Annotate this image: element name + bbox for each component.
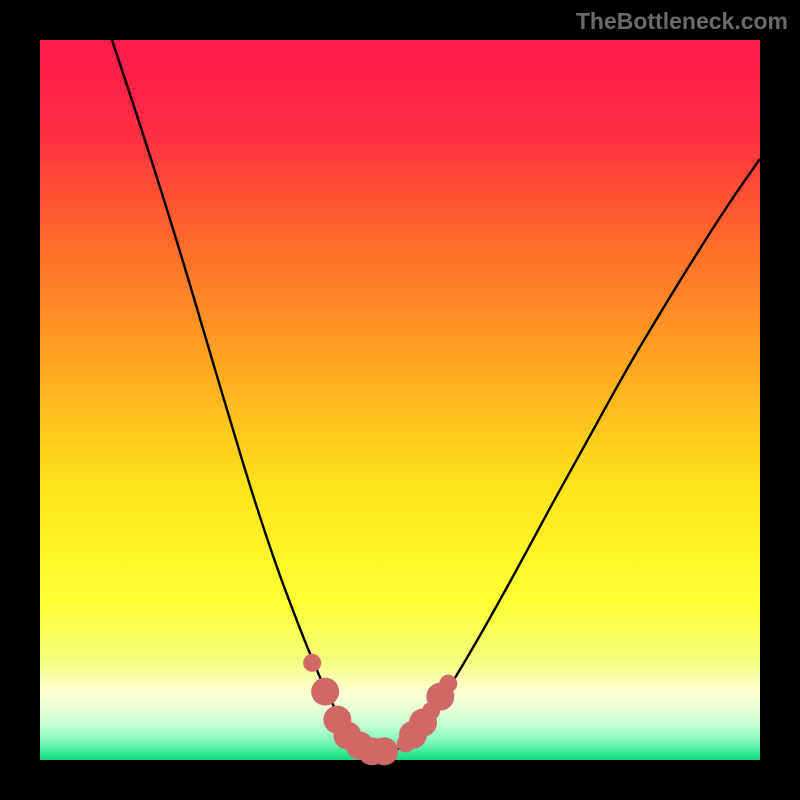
- data-marker: [370, 737, 398, 765]
- data-marker: [439, 675, 457, 693]
- chart-container: TheBottleneck.com: [0, 0, 800, 800]
- data-marker: [303, 654, 321, 672]
- bottleneck-chart: [0, 0, 800, 800]
- watermark-text: TheBottleneck.com: [576, 8, 788, 35]
- data-marker: [311, 678, 339, 706]
